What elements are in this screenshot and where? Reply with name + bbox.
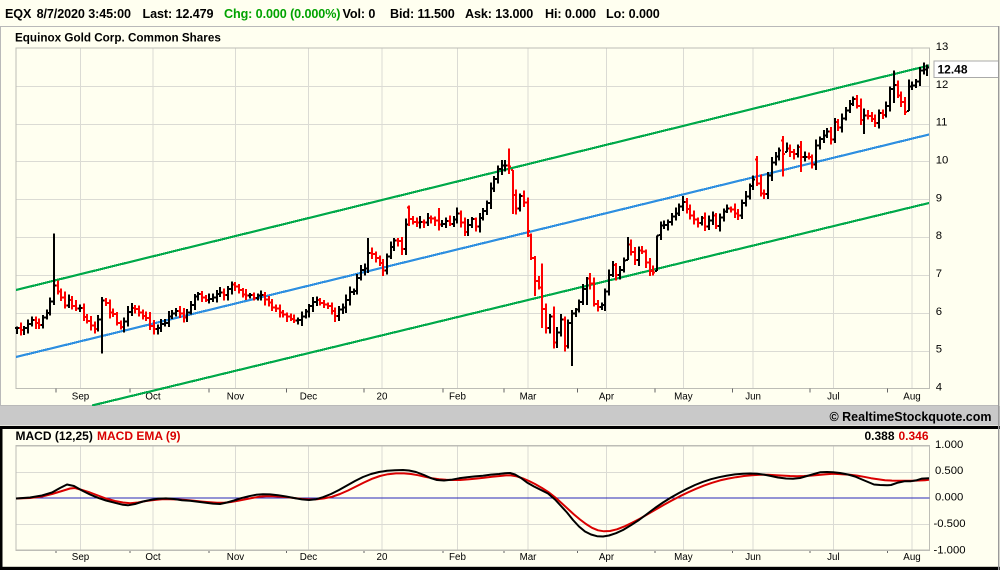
svg-text:Vol: 0: Vol: 0 — [343, 7, 376, 21]
svg-text:Ask: 13.000: Ask: 13.000 — [465, 7, 533, 21]
svg-text:0.500: 0.500 — [935, 465, 963, 477]
svg-text:Jun: Jun — [745, 552, 761, 563]
svg-text:0.388: 0.388 — [865, 429, 895, 443]
svg-text:Chg: 0.000 (0.000%): Chg: 0.000 (0.000%) — [224, 7, 340, 21]
svg-text:6: 6 — [936, 306, 942, 318]
svg-text:Last: 12.479: Last: 12.479 — [143, 7, 214, 21]
svg-text:Apr: Apr — [599, 391, 615, 402]
svg-text:MACD (12,25): MACD (12,25) — [16, 429, 93, 443]
svg-text:Sep: Sep — [72, 552, 90, 563]
svg-text:8/7/2020 3:45:00: 8/7/2020 3:45:00 — [37, 7, 131, 21]
svg-text:13: 13 — [936, 41, 949, 53]
svg-text:EQX: EQX — [5, 7, 32, 21]
svg-text:12: 12 — [936, 79, 949, 91]
svg-text:Nov: Nov — [227, 552, 245, 563]
svg-text:12.48: 12.48 — [938, 63, 968, 77]
svg-text:0.346: 0.346 — [899, 429, 929, 443]
svg-text:7: 7 — [936, 268, 942, 280]
svg-text:Oct: Oct — [145, 391, 161, 402]
svg-text:Dec: Dec — [300, 391, 318, 402]
svg-text:Nov: Nov — [227, 391, 245, 402]
svg-text:Bid: 11.500: Bid: 11.500 — [390, 7, 455, 21]
svg-text:4: 4 — [936, 382, 942, 394]
svg-text:Jun: Jun — [745, 391, 761, 402]
svg-text:Mar: Mar — [520, 391, 538, 402]
svg-text:0.000: 0.000 — [935, 492, 963, 504]
svg-text:Feb: Feb — [449, 391, 466, 402]
svg-text:Aug: Aug — [903, 391, 920, 402]
svg-text:May: May — [674, 391, 693, 402]
svg-text:5: 5 — [936, 344, 942, 356]
svg-text:20: 20 — [377, 391, 388, 402]
svg-text:Feb: Feb — [449, 552, 466, 563]
svg-text:-1.000: -1.000 — [934, 544, 966, 556]
svg-text:9: 9 — [936, 192, 942, 204]
svg-text:8: 8 — [936, 230, 942, 242]
svg-text:10: 10 — [936, 155, 949, 167]
svg-text:Oct: Oct — [145, 552, 161, 563]
svg-text:Lo: 0.000: Lo: 0.000 — [606, 7, 660, 21]
svg-text:May: May — [674, 552, 693, 563]
svg-text:Hi: 0.000: Hi: 0.000 — [545, 7, 596, 21]
svg-text:1.000: 1.000 — [935, 439, 963, 451]
svg-text:-0.500: -0.500 — [934, 518, 966, 530]
svg-text:Sep: Sep — [72, 391, 90, 402]
svg-text:© RealtimeStockquote.com: © RealtimeStockquote.com — [829, 410, 991, 424]
svg-text:Aug: Aug — [903, 552, 920, 563]
svg-text:11: 11 — [936, 117, 948, 129]
svg-text:Jul: Jul — [827, 552, 840, 563]
svg-text:Dec: Dec — [300, 552, 318, 563]
svg-text:Equinox Gold Corp. Common Shar: Equinox Gold Corp. Common Shares — [15, 32, 221, 45]
svg-text:MACD EMA (9): MACD EMA (9) — [97, 429, 181, 443]
svg-text:20: 20 — [377, 552, 388, 563]
svg-text:Jul: Jul — [827, 391, 840, 402]
svg-text:Apr: Apr — [599, 552, 615, 563]
svg-text:Mar: Mar — [520, 552, 538, 563]
